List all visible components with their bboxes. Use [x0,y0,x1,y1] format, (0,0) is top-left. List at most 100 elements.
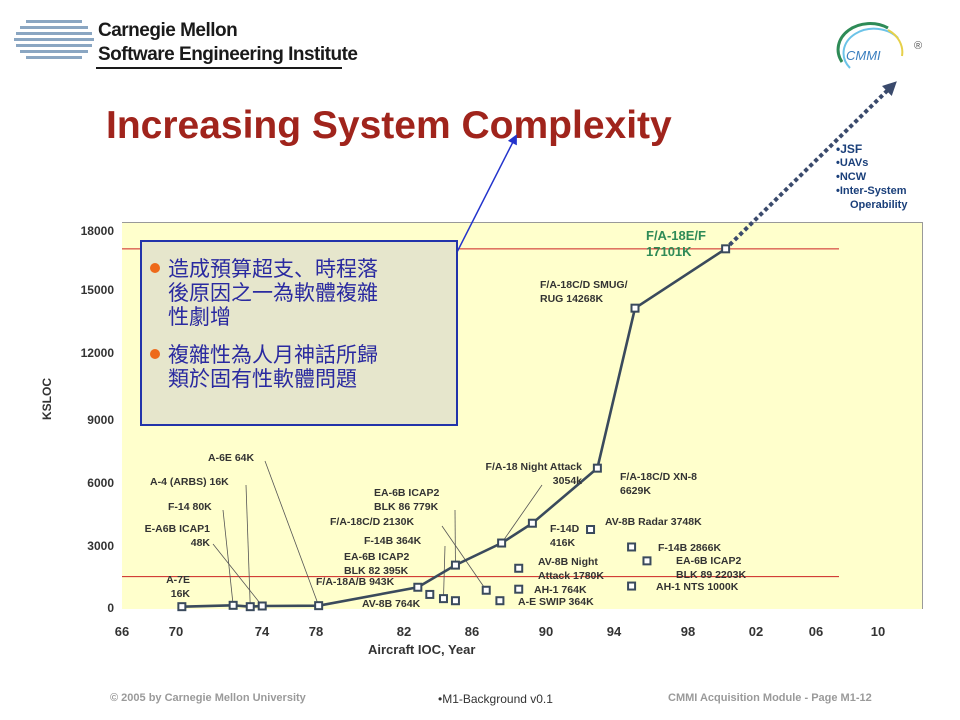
x-axis-label: Aircraft IOC, Year [368,642,476,657]
data-label: F/A-18E/F 17101K [646,228,706,259]
cmmi-seal-icon [836,22,904,69]
data-point-marker [438,594,448,604]
data-label: AH-1 764K [534,584,587,596]
future-item: •UAVs [836,157,869,169]
leader-line [441,525,487,591]
data-label: EA-6B ICAP2 BLK 86 779K [374,487,440,513]
data-point-marker [627,542,637,552]
data-label: AV-8B Radar 3748K [605,516,702,528]
data-point-marker [497,538,507,548]
data-point-marker [495,596,505,606]
bullet-dot-icon [150,263,160,274]
data-point-marker [627,581,637,591]
footer-version: •M1-Background v0.1 [438,692,553,706]
data-label: A-6E 64K [208,452,255,464]
future-systems-list: •JSF •UAVs •NCW •Inter-System Operabilit… [836,142,907,212]
x-tick-label: 10 [870,624,886,639]
future-trend-arrow [728,81,897,247]
y-tick-label: 15000 [80,283,114,297]
data-point-marker [450,596,460,606]
leader-line [212,543,263,607]
data-point-marker [586,525,596,535]
data-point-marker [314,601,324,611]
leader-line [245,484,251,607]
leader-line [222,509,234,606]
future-item: Operability [850,199,908,211]
footer-page: CMMI Acquisition Module - Page M1-12 [668,692,872,704]
data-point-marker [630,303,640,313]
data-point-marker [245,602,255,612]
x-tick-label: 06 [808,624,824,639]
footer-copyright: © 2005 by Carnegie Mellon University [110,692,306,704]
plot-top-border [122,222,922,223]
leader-line [264,460,320,606]
y-tick-label: 9000 [87,413,114,427]
y-tick-label: 18000 [80,224,114,238]
data-label: F-14D 416K [550,523,580,549]
data-point-marker [481,585,491,595]
x-tick-label: 74 [254,624,270,639]
data-point-marker [425,589,435,599]
data-label: F-14B 2866K [658,542,722,554]
callout-line: 性劇增 [168,306,231,329]
future-item: •JSF [836,142,863,156]
data-point-marker [527,518,537,528]
callout-line: 造成預算超支、時程落 [168,258,378,281]
y-tick-label: 0 [107,601,114,615]
bullet-dot-icon [150,349,160,360]
data-point-marker [514,563,524,573]
y-tick-label: 6000 [87,476,114,490]
data-point-marker [514,584,524,594]
plot-area-future [839,222,923,609]
data-point-marker [228,600,238,610]
data-label: F/A-18C/D XN-8 6629K [620,471,698,497]
slide-title: Increasing System Complexity [106,104,672,147]
future-item: •NCW [836,171,867,183]
data-point-marker [177,602,187,612]
x-tick-label: 70 [168,624,184,639]
leader-line [501,484,543,544]
callout-line: 後原因之一為軟體複雜 [168,282,378,305]
data-label: EA-6B ICAP2 BLK 89 2203K [676,555,747,581]
header-divider [96,67,342,69]
registered-mark: ® [914,40,923,52]
org-name-line2: Software Engineering Institute [98,44,358,65]
data-point-marker [721,244,731,254]
data-label: EA-6B ICAP2 BLK 82 395K [344,551,410,577]
callout-line: 複雜性為人月神話所歸 [168,344,378,367]
callout-arrow [451,134,517,263]
data-point-marker [413,582,423,592]
data-label: F-14B 364K [364,535,422,547]
data-label: F/A-18C/D SMUG/RUG 14268K [540,279,628,305]
data-point-marker [257,601,267,611]
y-tick-label: 12000 [80,346,114,360]
data-point-marker [642,556,652,566]
callout-bullet-1: 造成預算超支、時程落 後原因之一為軟體複雜 性劇增 [150,258,378,330]
data-label: E-A6B ICAP1 48K [144,523,210,549]
data-point-marker [592,463,602,473]
x-tick-label: 66 [114,624,130,639]
callout-line: 類於固有性軟體問題 [168,368,357,391]
data-label: F/A-18 Night Attack 3054k [485,461,582,487]
x-tick-label: 78 [308,624,324,639]
x-tick-label: 94 [606,624,622,639]
data-label: F/A-18C/D 2130K [330,516,415,528]
org-name-line1: Carnegie Mellon [98,20,238,41]
data-label: A-E SWIP 364K [518,596,594,608]
data-label: A-4 (ARBS) 16K [150,476,229,488]
data-label: AV-8B 764K [362,598,421,610]
data-label: AH-1 NTS 1000K [656,581,739,593]
data-label: AV-8B Night Attack 1780K [538,556,604,582]
future-item: •Inter-System [836,185,907,197]
x-tick-label: 90 [538,624,554,639]
x-tick-label: 02 [748,624,764,639]
x-tick-label: 86 [464,624,480,639]
sei-logo-icon [14,20,94,59]
x-tick-label: 98 [680,624,696,639]
y-tick-label: 3000 [87,539,114,553]
data-label: A-7E 16K [166,574,190,600]
cmmi-seal-label: CMMI [846,48,881,63]
x-tick-label: 82 [396,624,412,639]
data-label: F-14 80K [168,501,212,513]
callout-box: 造成預算超支、時程落 後原因之一為軟體複雜 性劇增 複雜性為人月神話所歸 類於固… [140,240,458,426]
